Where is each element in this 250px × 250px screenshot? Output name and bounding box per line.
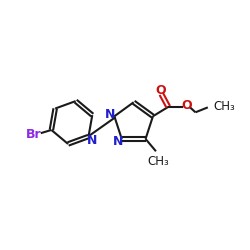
Text: N: N: [105, 108, 115, 121]
Text: O: O: [156, 84, 166, 96]
Text: N: N: [86, 134, 97, 147]
Text: CH₃: CH₃: [147, 155, 169, 168]
Text: Br: Br: [26, 128, 42, 141]
Text: N: N: [113, 136, 123, 148]
Text: O: O: [181, 100, 192, 112]
Text: CH₃: CH₃: [214, 100, 236, 113]
